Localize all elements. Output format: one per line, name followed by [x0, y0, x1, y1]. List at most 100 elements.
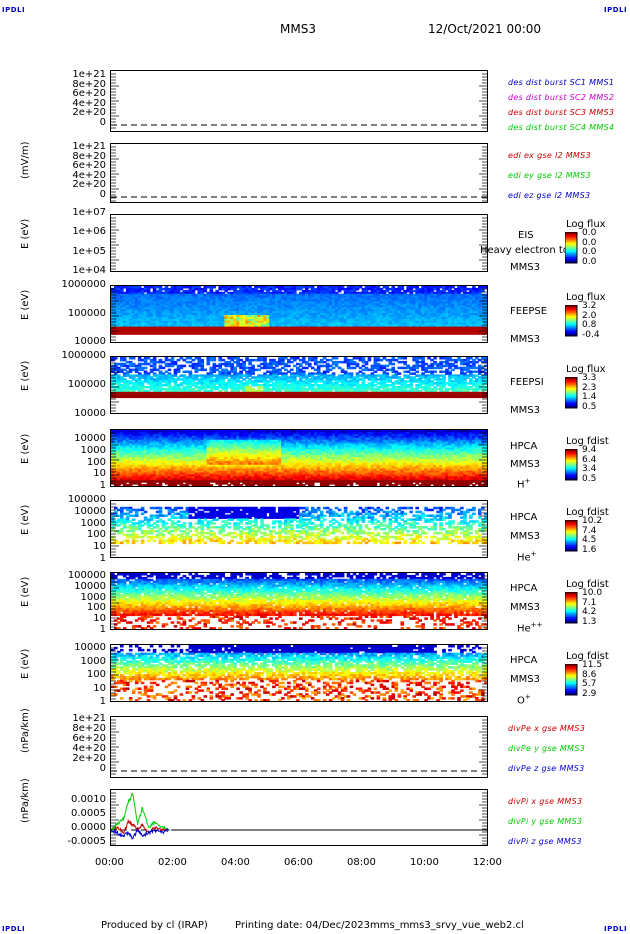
- panel-des-dist: [110, 70, 488, 132]
- colorbar-tick-label: 3.4: [582, 464, 597, 474]
- colorbar-tick-label: 0.5: [582, 401, 597, 412]
- panel-hpca-he: [110, 500, 488, 558]
- data-point: [111, 829, 112, 831]
- footer-printing-date: Printing date: 04/Dec/2023: [235, 920, 371, 931]
- data-point: [154, 829, 156, 831]
- species-charge: +: [530, 550, 537, 558]
- colorbar-tick-label: 7.4: [582, 525, 597, 536]
- x-tick-label: 00:00: [95, 857, 124, 868]
- panel-divpi: [110, 789, 488, 846]
- y-tick-label: 1000000: [61, 279, 106, 290]
- species-name: He: [517, 552, 531, 564]
- y-tick-label: 2e+20: [72, 753, 106, 764]
- plot-area-edi: [111, 146, 487, 202]
- legend-entry: edi ez gse l2 MMS3: [508, 191, 591, 200]
- data-point: [116, 823, 118, 825]
- spectrogram-cells: [111, 573, 487, 629]
- plot-area-divpe: [111, 719, 487, 775]
- colorbar-tick-label: 10.2: [582, 516, 603, 526]
- legend-entry: des dist burst SC2 MMS2: [508, 93, 615, 102]
- y-tick-label: 4e+20: [72, 169, 106, 181]
- colorbar-tick-label: 5.7: [582, 679, 597, 689]
- plot-area-feepse: [111, 286, 487, 341]
- corner-label-bottom-right: IPDLI: [604, 925, 628, 933]
- y-tick-label: 10000: [74, 408, 106, 419]
- data-point: [141, 835, 143, 837]
- spectrogram-cells: [111, 286, 487, 335]
- spacecraft-title: MMS3: [280, 22, 316, 36]
- y-tick-label: 1e+04: [72, 265, 106, 276]
- legend-entry: divPi y gse MMS3: [508, 817, 583, 826]
- plot-area-hpca-he: [111, 503, 487, 556]
- y-tick-label: 1e+21: [72, 141, 106, 152]
- overlay-label: Heavy electron to: [480, 245, 569, 256]
- corner-label-top-left: IPDLI: [2, 6, 26, 14]
- y-tick-label: 1000: [80, 444, 106, 456]
- spacecraft-label: MMS3: [510, 531, 540, 542]
- colorbar-gradient: [565, 377, 578, 409]
- y-tick-label: 1: [99, 480, 106, 491]
- instrument-label: EIS: [518, 230, 534, 241]
- footer-produced: Produced by cl (IRAP): [101, 920, 208, 931]
- plot-area-hpca-h: [111, 430, 487, 486]
- y-tick-label: 2e+20: [72, 107, 106, 119]
- colorbar: [565, 592, 578, 624]
- spectrogram-cells: [111, 506, 487, 545]
- spacecraft-label: MMS3: [510, 602, 540, 613]
- panel-hpca-h: [110, 429, 488, 487]
- spacecraft-label: MMS3: [510, 334, 540, 345]
- corner-label-bottom-left: IPDLI: [2, 925, 26, 933]
- panel-feepse: [110, 285, 488, 343]
- species-label: H+: [517, 477, 530, 490]
- data-point: [132, 823, 134, 825]
- y-axis-title: E (eV): [20, 218, 31, 249]
- y-tick-label: 6e+20: [72, 88, 106, 100]
- y-tick-label: 1e+21: [72, 69, 106, 80]
- y-axis-title: E (eV): [20, 648, 31, 679]
- plot-area-des-dist: [111, 73, 487, 129]
- spacecraft-label: MMS3: [510, 262, 540, 273]
- y-axis-title: (mV/m): [20, 141, 31, 179]
- y-tick-label: 0: [99, 763, 106, 774]
- x-tick-label: 02:00: [158, 857, 187, 868]
- y-tick-label: 1: [99, 696, 106, 707]
- legend-entry: des dist burst SC1 MMS1: [508, 78, 615, 87]
- y-tick-label: 10000: [74, 336, 106, 347]
- instrument-label: HPCA: [510, 655, 538, 666]
- data-point: [132, 793, 134, 795]
- colorbar-gradient: [565, 664, 578, 696]
- legend-entry: edi ex gse l2 MMS3: [508, 151, 591, 160]
- plot-area-hpca-hepp: [111, 573, 487, 629]
- y-axis-title: E (eV): [20, 576, 31, 607]
- data-point: [116, 826, 118, 828]
- data-point: [122, 835, 125, 837]
- data-point: [127, 821, 129, 823]
- y-tick-label: 1e+21: [72, 713, 106, 724]
- series-line: [111, 826, 169, 840]
- colorbar-title: Log flux: [566, 292, 606, 303]
- y-tick-label: 2e+20: [72, 179, 106, 191]
- y-tick-label: 100: [86, 669, 106, 680]
- panel-hpca-o: [110, 644, 488, 702]
- y-tick-label: 0.0000: [71, 822, 106, 833]
- legend-entry: divPi z gse MMS3: [508, 837, 582, 846]
- colorbar-tick-label: 10.0: [582, 588, 603, 598]
- colorbar-tick-label: 3.3: [582, 373, 597, 383]
- x-tick-label: 10:00: [410, 857, 439, 868]
- colorbar-tick-label: 8.6: [582, 669, 597, 680]
- y-tick-label: 8e+20: [72, 723, 106, 734]
- y-tick-label: 6e+20: [72, 733, 106, 744]
- colorbar-tick-label: 4.2: [582, 607, 597, 617]
- data-point: [127, 801, 129, 803]
- colorbar: [565, 449, 578, 481]
- colorbar: [565, 664, 578, 696]
- y-tick-label: 0: [99, 117, 106, 128]
- y-tick-label: 1e+05: [72, 245, 106, 257]
- y-tick-label: -0.0005: [67, 836, 106, 847]
- y-tick-label: 6e+20: [72, 160, 106, 172]
- data-point: [154, 826, 156, 828]
- y-axis-title: (nPa/km): [20, 778, 31, 823]
- plot-area-hpca-o: [111, 645, 487, 701]
- colorbar-gradient: [565, 232, 578, 264]
- colorbar-title: Log flux: [566, 364, 606, 375]
